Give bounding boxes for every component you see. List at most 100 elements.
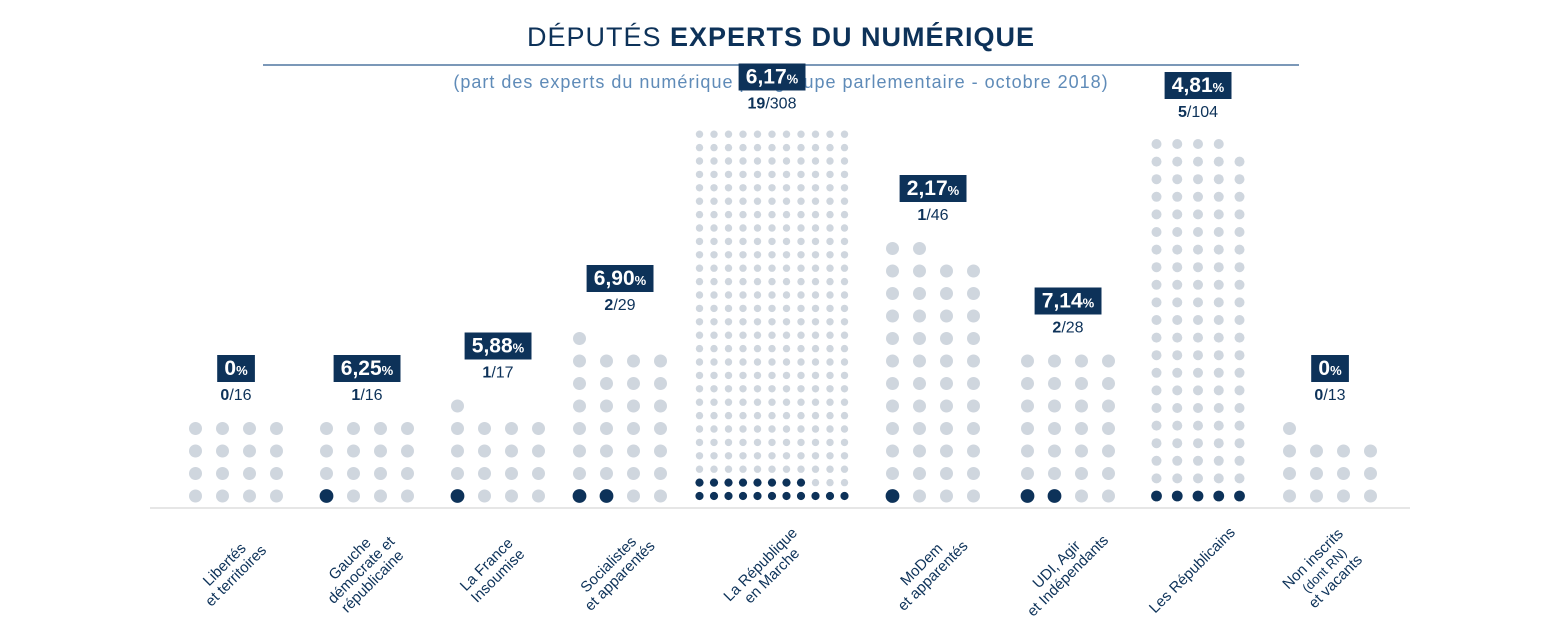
percent-sign: % — [1330, 363, 1342, 378]
percent-label: 7,14% — [1042, 290, 1095, 313]
deputy-dot — [826, 358, 834, 366]
deputy-dot — [451, 399, 464, 413]
percent-badge — [586, 265, 654, 292]
deputy-dot — [710, 452, 718, 460]
deputy-dot — [739, 277, 747, 286]
deputy-dot — [797, 438, 805, 447]
deputy-dot — [1310, 489, 1323, 503]
deputy-dot — [710, 304, 718, 313]
deputy-dot — [768, 197, 776, 205]
fraction-label: 0/16 — [220, 387, 251, 404]
percent-label: 5,88% — [472, 335, 525, 358]
expert-dot — [782, 478, 791, 487]
deputy-dot — [913, 377, 926, 390]
deputy-dot — [1337, 489, 1350, 503]
deputy-dot — [1151, 191, 1162, 202]
deputy-dot — [797, 210, 805, 219]
deputy-dot — [710, 465, 718, 473]
deputy-dot — [826, 291, 834, 299]
fraction-label: 2/28 — [1052, 320, 1083, 337]
deputy-dot — [1213, 156, 1224, 167]
deputy-dot — [811, 425, 820, 433]
deputy-dot — [505, 467, 518, 480]
deputy-dot — [1337, 467, 1350, 480]
deputy-dot — [695, 251, 704, 259]
deputy-dot — [811, 251, 820, 259]
deputy-dot — [768, 331, 776, 339]
expert-dot — [1047, 489, 1062, 503]
deputy-dot — [1151, 244, 1162, 255]
deputy-dot — [189, 489, 202, 503]
deputy-dot — [811, 157, 820, 165]
deputy-dot — [1193, 455, 1203, 466]
deputy-dot — [695, 371, 704, 380]
deputy-dot — [753, 264, 762, 272]
deputy-dot — [710, 264, 718, 272]
deputy-dot — [1234, 209, 1245, 220]
deputy-dot — [724, 237, 733, 246]
percent-value: 0 — [224, 357, 236, 380]
deputy-dot — [695, 304, 704, 313]
deputy-dot — [840, 224, 849, 232]
deputy-dot — [1193, 227, 1203, 237]
deputy-dot — [840, 331, 849, 339]
deputy-dot — [695, 344, 704, 353]
deputy-dot — [1075, 489, 1088, 503]
deputy-dot — [739, 452, 747, 460]
expert-dot — [1151, 490, 1162, 502]
deputy-dot — [967, 489, 980, 503]
deputy-dot — [1193, 279, 1203, 290]
deputy-dot — [1213, 420, 1224, 431]
deputy-dot — [724, 157, 733, 165]
deputy-dot — [1234, 350, 1245, 361]
deputy-dot — [797, 344, 805, 353]
deputy-dot — [739, 318, 747, 326]
expert-dot — [695, 478, 704, 487]
deputy-dot — [753, 452, 762, 460]
deputy-dot — [1234, 455, 1245, 466]
deputy-dot — [724, 224, 733, 232]
deputy-dot — [1151, 156, 1162, 167]
deputy-dot — [913, 242, 926, 255]
group-9: 0/130%Non inscrits(dont RN)et vacants — [1279, 355, 1377, 612]
deputy-dot — [913, 354, 926, 368]
deputy-dot — [782, 318, 791, 326]
deputy-dot — [724, 210, 733, 219]
deputy-dot — [753, 130, 762, 138]
deputy-dot — [826, 264, 834, 272]
deputy-dot — [826, 452, 834, 460]
deputy-dot — [782, 452, 791, 460]
deputy-dot — [739, 291, 747, 299]
deputy-dot — [768, 438, 776, 447]
percent-value: 0 — [1318, 357, 1330, 380]
deputy-dot — [840, 170, 849, 179]
deputy-dot — [811, 411, 820, 420]
deputy-dot — [739, 385, 747, 393]
deputy-dot — [1172, 262, 1183, 273]
deputy-dot — [768, 358, 776, 366]
deputy-dot — [811, 130, 820, 138]
deputy-dot — [1213, 315, 1224, 325]
deputy-dot — [1364, 467, 1377, 480]
deputy-dot — [1021, 444, 1034, 458]
deputy-dot — [840, 251, 849, 259]
deputy-dot — [654, 489, 667, 503]
deputy-dot — [1213, 350, 1224, 361]
percent-sign: % — [513, 341, 525, 356]
deputy-dot — [695, 425, 704, 433]
deputy-dot — [797, 371, 805, 380]
deputy-dot — [811, 143, 820, 152]
deputy-dot — [401, 444, 414, 458]
deputy-dot — [840, 318, 849, 326]
expert-dot — [724, 491, 733, 501]
deputy-dot — [243, 489, 256, 503]
deputy-dot — [710, 398, 718, 406]
deputy-dot — [826, 143, 834, 152]
expert-dot — [1171, 490, 1183, 502]
deputy-dot — [782, 398, 791, 406]
deputy-dot — [243, 467, 256, 480]
deputy-dot — [840, 277, 849, 286]
